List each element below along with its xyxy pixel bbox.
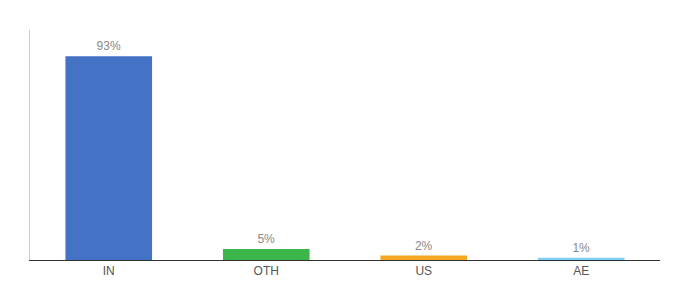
svg-text:IN: IN: [103, 264, 115, 278]
svg-text:US: US: [415, 264, 432, 278]
svg-text:1%: 1%: [572, 241, 590, 255]
svg-text:93%: 93%: [97, 39, 121, 53]
svg-text:AE: AE: [573, 264, 589, 278]
svg-text:OTH: OTH: [254, 264, 279, 278]
svg-text:2%: 2%: [415, 239, 433, 253]
svg-text:5%: 5%: [257, 232, 275, 246]
